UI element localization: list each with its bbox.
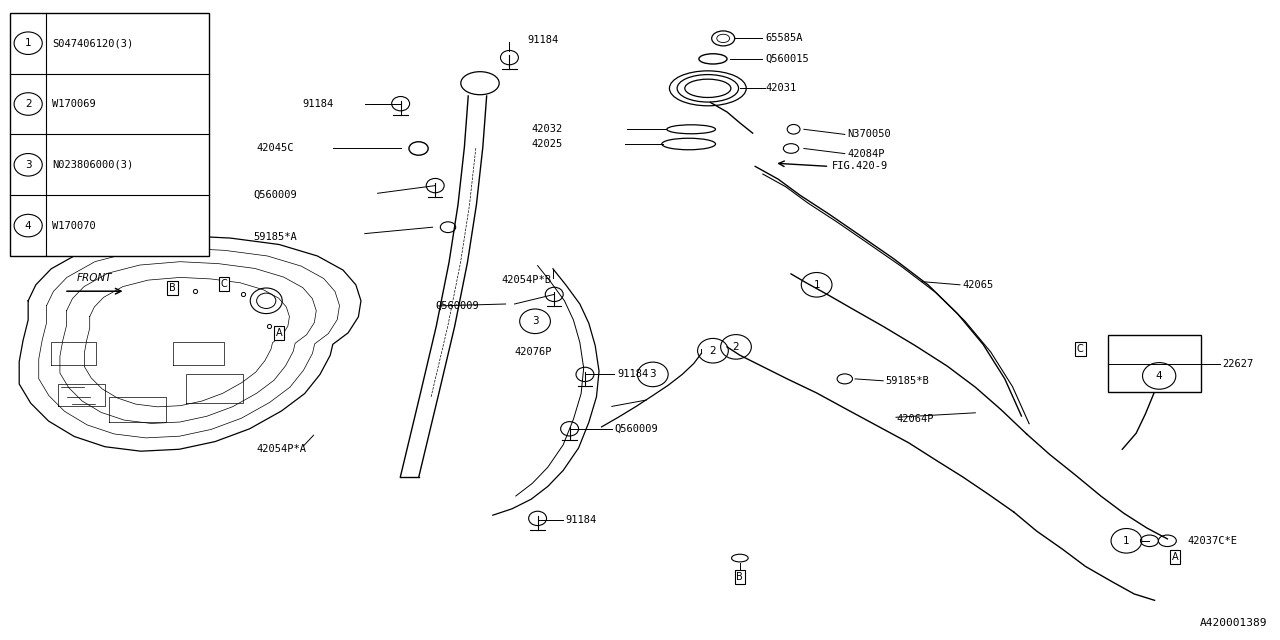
Text: S047406120(3): S047406120(3) — [52, 38, 133, 48]
FancyBboxPatch shape — [1108, 335, 1201, 392]
Text: W170070: W170070 — [52, 221, 96, 230]
Text: 22627: 22627 — [1222, 358, 1253, 369]
Text: 4: 4 — [24, 221, 32, 230]
Text: Q560009: Q560009 — [614, 424, 658, 434]
Text: FRONT: FRONT — [77, 273, 113, 283]
Text: FIG.420-9: FIG.420-9 — [832, 161, 888, 172]
Text: Q560009: Q560009 — [253, 190, 297, 200]
Text: A420001389: A420001389 — [1199, 618, 1267, 628]
Text: 3: 3 — [531, 316, 539, 326]
Text: C: C — [220, 279, 228, 289]
Text: 1: 1 — [24, 38, 32, 48]
Text: 1: 1 — [813, 280, 820, 290]
Text: 42037C*E: 42037C*E — [1188, 536, 1238, 546]
Text: A: A — [1171, 552, 1179, 562]
Text: 59185*A: 59185*A — [253, 232, 297, 242]
Text: 42064P: 42064P — [896, 414, 933, 424]
Text: 3: 3 — [24, 160, 32, 170]
Text: N370050: N370050 — [847, 129, 891, 140]
Text: 91184: 91184 — [302, 99, 333, 109]
Text: 3: 3 — [649, 369, 657, 380]
Text: 42031: 42031 — [765, 83, 796, 93]
Text: 2: 2 — [24, 99, 32, 109]
Text: Q560015: Q560015 — [765, 54, 809, 64]
Text: 65585A: 65585A — [765, 33, 803, 44]
Text: 42065: 42065 — [963, 280, 993, 290]
Text: 2: 2 — [732, 342, 740, 352]
Text: 91184: 91184 — [527, 35, 558, 45]
Text: C: C — [1076, 344, 1084, 355]
Text: 42045C: 42045C — [256, 143, 293, 154]
Text: 91184: 91184 — [566, 515, 596, 525]
Text: 42025: 42025 — [531, 139, 562, 149]
Text: 91184: 91184 — [617, 369, 648, 380]
Text: 42076P: 42076P — [515, 347, 552, 357]
Text: N023806000(3): N023806000(3) — [52, 160, 133, 170]
Text: A: A — [275, 328, 283, 338]
Text: 42054P*A: 42054P*A — [256, 444, 306, 454]
Text: 4: 4 — [1156, 371, 1162, 381]
Text: W170069: W170069 — [52, 99, 96, 109]
Text: 42084P: 42084P — [847, 148, 884, 159]
Text: B: B — [169, 283, 177, 293]
Text: Q560009: Q560009 — [435, 301, 479, 311]
Text: 42054P*B: 42054P*B — [502, 275, 552, 285]
Text: B: B — [736, 572, 744, 582]
Text: 2: 2 — [709, 346, 717, 356]
FancyBboxPatch shape — [10, 13, 209, 256]
Text: 59185*B: 59185*B — [886, 376, 929, 386]
Text: 42032: 42032 — [531, 124, 562, 134]
Text: 1: 1 — [1123, 536, 1130, 546]
